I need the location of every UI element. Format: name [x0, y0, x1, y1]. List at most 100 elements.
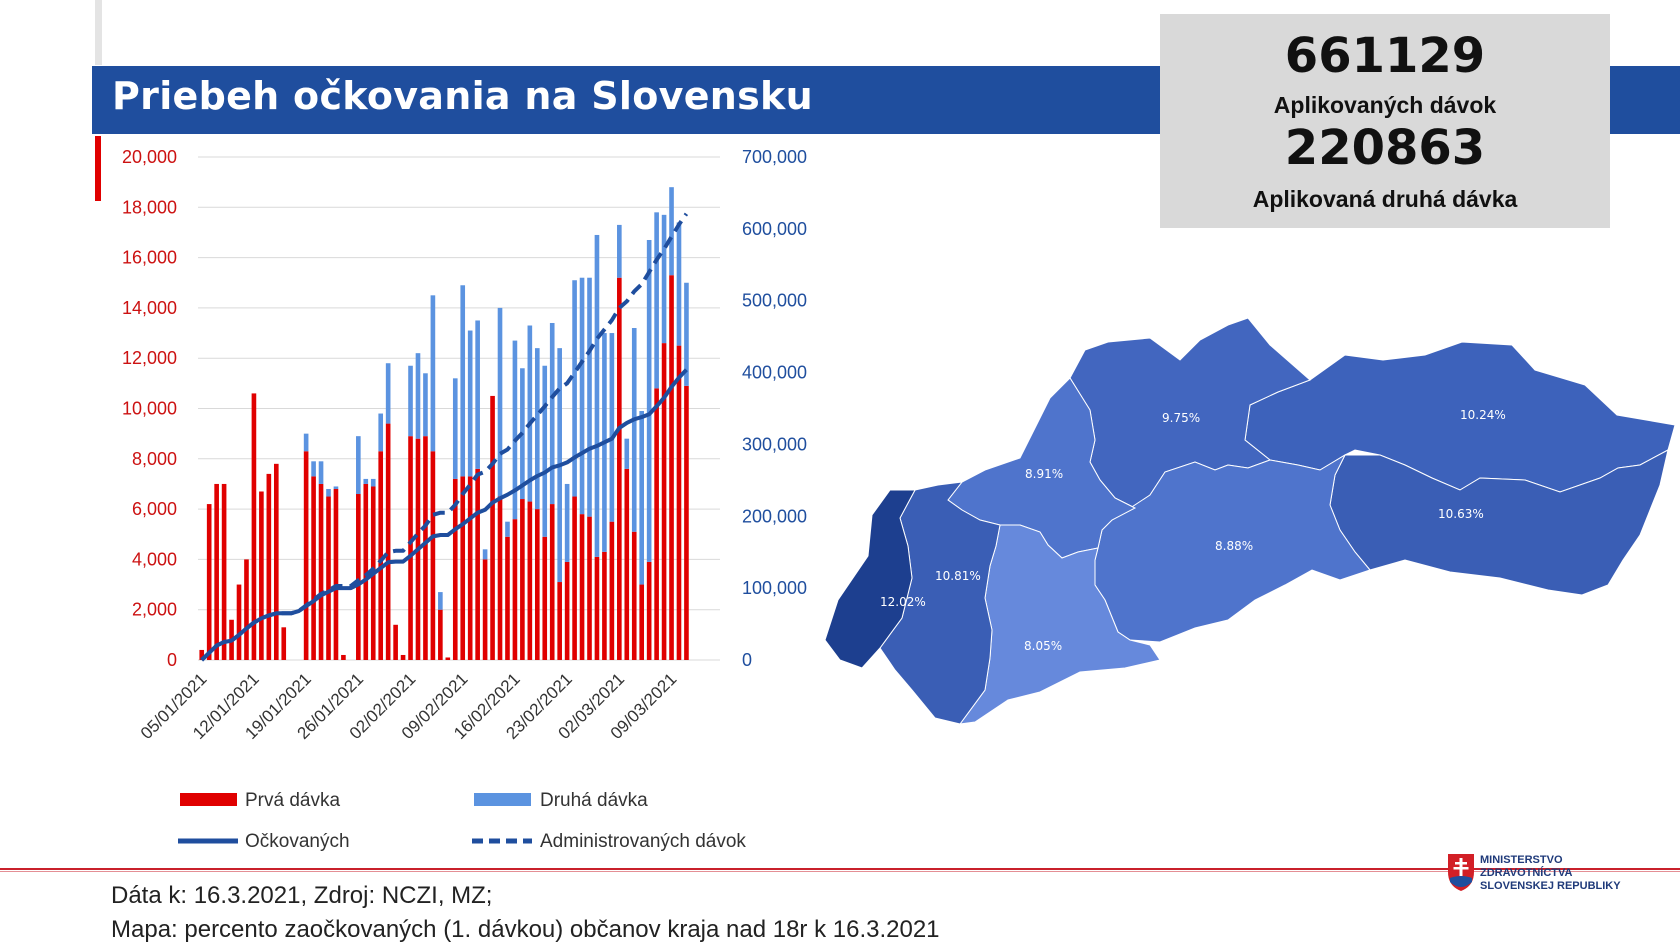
y-right-tick-label: 0 [742, 650, 752, 670]
bar-first-dose [624, 468, 630, 660]
bar-second-dose [333, 486, 339, 489]
ministry-logo: MINISTERSTVO ZDRAVOTNÍCTVA SLOVENSKEJ RE… [1446, 852, 1636, 907]
map-label-trnava: 10.81% [935, 569, 981, 583]
y-left-tick-label: 0 [167, 650, 177, 670]
chart-bars [199, 187, 689, 660]
y-left-tick-label: 2,000 [132, 600, 177, 620]
bar-second-dose [617, 224, 622, 278]
map-label-bratislava: 12.02% [880, 595, 926, 609]
bar-second-dose [527, 325, 533, 502]
bar-first-dose [467, 476, 473, 660]
bar-second-dose [549, 322, 555, 505]
bar-first-dose [400, 654, 406, 660]
map-labels: 12.02% 10.81% 8.05% 8.91% 9.75% 8.88% 10… [880, 408, 1506, 653]
page-title: Priebeh očkovania na Slovensku [112, 74, 813, 118]
bar-second-dose [318, 461, 324, 484]
bar-second-dose [363, 478, 369, 484]
stats-box: 661129 Aplikovaných dávok 220863 Aplikov… [1160, 14, 1610, 228]
bar-first-dose [654, 388, 659, 660]
bar-first-dose [572, 496, 577, 660]
y-left-tick-label: 8,000 [132, 449, 177, 469]
bar-second-dose [572, 280, 577, 497]
y-right-tick-label: 700,000 [742, 147, 807, 167]
bar-second-dose [624, 438, 630, 469]
bar-first-dose [639, 584, 645, 660]
bar-first-dose [646, 561, 652, 660]
bar-second-dose [639, 411, 645, 585]
y-left-tick-label: 16,000 [122, 248, 177, 268]
bar-first-dose [452, 478, 458, 660]
bar-second-dose [564, 483, 570, 562]
bar-second-dose [438, 592, 443, 610]
bar-first-dose [512, 519, 518, 660]
bar-first-dose [520, 499, 525, 660]
bar-second-dose [452, 378, 458, 479]
bar-first-dose [236, 584, 242, 660]
bar-first-dose [661, 343, 667, 660]
bar-first-dose [408, 436, 413, 660]
y-right-tick-label: 300,000 [742, 434, 807, 454]
bar-second-dose [430, 295, 436, 452]
y-right-tick-label: 400,000 [742, 363, 807, 383]
chart-legend: Prvá dávka Druhá dávka Očkovaných Admini… [178, 790, 746, 852]
bar-first-dose [199, 649, 205, 660]
legend-swatch-first-dose [180, 793, 237, 806]
ministry-name: MINISTERSTVO ZDRAVOTNÍCTVA SLOVENSKEJ RE… [1480, 854, 1621, 893]
region-bratislava[interactable] [824, 489, 916, 669]
y-left-tick-label: 20,000 [122, 147, 177, 167]
bar-second-dose [370, 478, 376, 487]
bar-first-dose [311, 476, 316, 660]
applied-doses-value: 661129 [1284, 28, 1486, 84]
bar-second-dose [311, 461, 316, 477]
legend-swatch-second-dose [474, 793, 531, 806]
bar-first-dose [542, 536, 548, 660]
bar-first-dose [557, 582, 562, 660]
ministry-line-1: MINISTERSTVO [1480, 854, 1563, 866]
bar-first-dose [587, 516, 592, 660]
bar-first-dose [221, 483, 227, 660]
bar-second-dose [684, 282, 689, 386]
bar-first-dose [617, 277, 622, 660]
map-label-banska-bystrica: 8.88% [1215, 539, 1253, 553]
bar-second-dose [326, 488, 331, 497]
footer-divider [0, 868, 1680, 870]
bar-first-dose [341, 654, 346, 660]
bar-second-dose [669, 187, 674, 276]
bar-second-dose [303, 433, 309, 452]
y-left-tick-label: 4,000 [132, 549, 177, 569]
bar-second-dose [587, 277, 592, 517]
slovakia-map: 12.02% 10.81% 8.05% 8.91% 9.75% 8.88% 10… [824, 317, 1676, 725]
bar-first-dose [273, 463, 279, 660]
bar-first-dose [333, 488, 339, 660]
bar-second-dose [460, 285, 466, 477]
bar-first-dose [490, 395, 495, 660]
bar-first-dose [251, 393, 257, 660]
footer-map-note: Mapa: percento zaočkovaných (1. dávkou) … [111, 916, 940, 943]
y-right-tick-label: 500,000 [742, 291, 807, 311]
y-axis-right: 0 100,000 200,000 300,000 400,000 500,000 600,… [742, 147, 807, 670]
legend-second-dose: Druhá dávka [540, 790, 648, 811]
bar-first-dose [594, 556, 600, 660]
bar-second-dose [654, 212, 659, 389]
bar-second-dose [415, 353, 421, 439]
bar-second-dose [482, 549, 488, 560]
bar-first-dose [244, 559, 249, 660]
bar-first-dose [259, 491, 264, 660]
bar-second-dose [542, 365, 548, 537]
bar-first-dose [206, 504, 212, 660]
legend-first-dose: Prvá dávka [245, 790, 340, 811]
bar-second-dose [534, 348, 540, 510]
bar-first-dose [482, 559, 488, 660]
y-left-tick-label: 18,000 [122, 197, 177, 217]
bar-second-dose [467, 330, 473, 477]
bar-first-dose [356, 494, 361, 660]
bar-first-dose [303, 451, 309, 660]
bar-first-dose [475, 468, 480, 660]
y-left-tick-label: 14,000 [122, 298, 177, 318]
second-dose-label: Aplikovaná druhá dávka [1252, 186, 1518, 212]
bar-second-dose [497, 307, 503, 497]
slovak-coat-of-arms-icon [1448, 854, 1474, 891]
bar-first-dose [214, 483, 219, 660]
bar-second-dose [579, 277, 585, 515]
bar-first-dose [609, 521, 615, 660]
